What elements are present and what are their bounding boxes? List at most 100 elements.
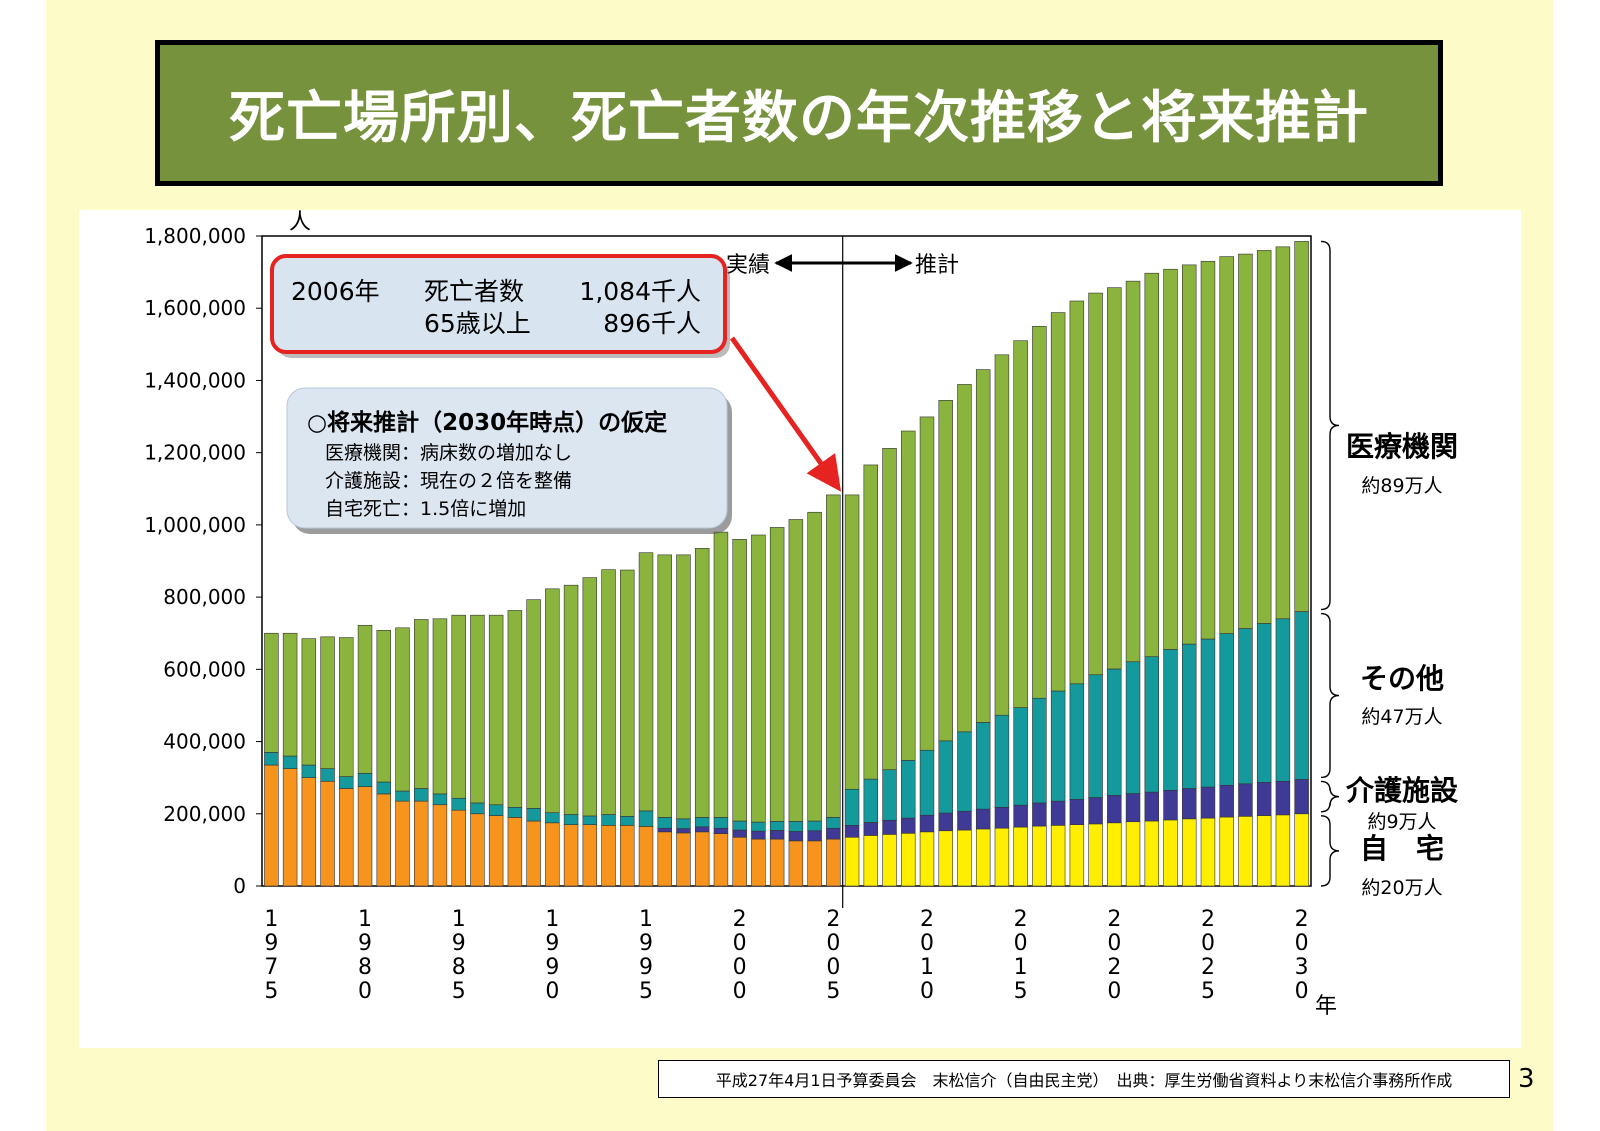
x-tick-digit: 5 bbox=[264, 979, 278, 1004]
bar-segment-2029-2 bbox=[1275, 618, 1291, 782]
bar-segment-1986-2 bbox=[470, 802, 485, 815]
bar-segment-2017-0 bbox=[1050, 825, 1066, 887]
x-tick-digit: 0 bbox=[1014, 931, 1028, 956]
bar-segment-2028-2 bbox=[1256, 623, 1272, 783]
bar-segment-2012-0 bbox=[957, 829, 972, 887]
bar-segment-2004-3 bbox=[807, 511, 822, 822]
bar-segment-1987-2 bbox=[488, 804, 504, 816]
bar-segment-1983-3 bbox=[413, 619, 429, 789]
assumption-line: 介護施設：現在の２倍を整備 bbox=[325, 470, 572, 492]
bar-segment-1999-1 bbox=[713, 827, 729, 834]
x-tick-digit: 2 bbox=[1295, 907, 1309, 932]
assumption-title: ○将来推計（2030年時点）の仮定 bbox=[307, 409, 667, 436]
bar-segment-1984-3 bbox=[432, 618, 448, 795]
x-tick-digit: 9 bbox=[639, 955, 653, 980]
callout-elderly-value: 896千人 bbox=[603, 309, 701, 338]
bar-segment-2023-2 bbox=[1163, 649, 1178, 791]
bar-segment-1987-3 bbox=[488, 614, 504, 806]
bar-segment-2011-0 bbox=[938, 830, 953, 887]
x-tick-digit: 5 bbox=[1014, 979, 1028, 1004]
bar-segment-1992-0 bbox=[582, 824, 598, 887]
bar-segment-2028-0 bbox=[1256, 815, 1272, 887]
bar-segment-2005-1 bbox=[826, 827, 841, 840]
bar-segment-1986-0 bbox=[470, 813, 485, 887]
bar-segment-2010-3 bbox=[919, 416, 935, 751]
bar-segment-2001-0 bbox=[751, 838, 766, 887]
bar-segment-2029-1 bbox=[1275, 780, 1291, 816]
callout-year: 2006年 bbox=[291, 277, 380, 306]
x-tick-digit: 2 bbox=[1107, 955, 1121, 980]
bar-segment-2021-0 bbox=[1125, 821, 1141, 887]
bar-segment-2003-1 bbox=[788, 831, 804, 842]
bar-segment-2004-1 bbox=[807, 830, 822, 842]
brace-other bbox=[1320, 612, 1340, 779]
bar-segment-1979-3 bbox=[339, 637, 354, 777]
bar-segment-2012-3 bbox=[957, 384, 972, 733]
x-tick-digit: 0 bbox=[733, 979, 747, 1004]
bar-segment-2008-2 bbox=[882, 769, 897, 821]
callout-elderly-label: 65歳以上 bbox=[424, 309, 531, 338]
bar-segment-2023-1 bbox=[1163, 790, 1178, 821]
bar-segment-2024-0 bbox=[1182, 818, 1197, 887]
x-tick-digit: 9 bbox=[452, 931, 466, 956]
x-tick-digit: 0 bbox=[920, 979, 934, 1004]
bar-segment-2010-1 bbox=[919, 814, 935, 833]
bar-segment-2007-1 bbox=[863, 822, 879, 836]
bracket-label-3: 自 宅 bbox=[1360, 832, 1444, 865]
bar-segment-2027-0 bbox=[1238, 816, 1253, 887]
bar-segment-2022-0 bbox=[1144, 820, 1160, 887]
y-tick-label: 200,000 bbox=[163, 802, 246, 826]
bar-segment-1975-0 bbox=[264, 764, 279, 887]
bar-segment-2017-2 bbox=[1050, 690, 1066, 802]
x-tick-digit: 5 bbox=[1201, 979, 1215, 1004]
x-tick-digit: 1 bbox=[639, 907, 653, 932]
bar-segment-1997-2 bbox=[676, 818, 691, 829]
bar-segment-1998-2 bbox=[694, 817, 710, 828]
x-tick-digit: 5 bbox=[826, 979, 840, 1004]
bar-segment-2020-0 bbox=[1107, 822, 1122, 887]
x-tick-digit: 8 bbox=[358, 955, 372, 980]
assumption-background bbox=[286, 387, 728, 529]
bar-segment-2005-3 bbox=[826, 494, 841, 818]
bar-segment-1989-2 bbox=[526, 808, 541, 822]
bar-segment-1980-0 bbox=[357, 786, 373, 887]
bar-segment-2020-2 bbox=[1107, 668, 1122, 796]
bar-segment-2026-0 bbox=[1219, 816, 1234, 887]
projection-period-label: 推計 bbox=[915, 253, 959, 278]
bar-segment-1990-0 bbox=[545, 822, 560, 887]
bar-segment-1984-0 bbox=[432, 804, 448, 887]
bar-segment-2002-2 bbox=[769, 821, 785, 831]
slide-title: 死亡場所別、死亡者数の年次推移と将来推計 bbox=[229, 85, 1369, 151]
bar-segment-2002-0 bbox=[769, 838, 785, 887]
bar-segment-1996-2 bbox=[657, 817, 672, 829]
bar-segment-2005-0 bbox=[826, 838, 841, 887]
x-tick-digit: 0 bbox=[733, 955, 747, 980]
bar-segment-1999-2 bbox=[713, 817, 729, 829]
bar-segment-2024-2 bbox=[1182, 643, 1197, 789]
bar-segment-2007-0 bbox=[863, 835, 879, 887]
bar-segment-1985-3 bbox=[451, 614, 466, 799]
x-tick-digit: 0 bbox=[826, 955, 840, 980]
bracket-label-1: その他 bbox=[1360, 662, 1444, 695]
bar-segment-1998-1 bbox=[694, 826, 710, 833]
y-tick-label: 0 bbox=[233, 874, 246, 898]
bar-segment-2021-2 bbox=[1125, 661, 1141, 794]
bar-segment-2018-3 bbox=[1069, 300, 1085, 685]
x-tick-digit: 1 bbox=[358, 907, 372, 932]
bar-segment-2019-3 bbox=[1088, 292, 1103, 676]
bar-segment-2011-2 bbox=[938, 740, 953, 814]
bar-segment-2025-1 bbox=[1200, 786, 1216, 819]
callout-2006: 2006年 死亡者数 1,084千人 65歳以上 896千人 bbox=[270, 254, 730, 358]
bracket-note-3: 約20万人 bbox=[1361, 877, 1442, 899]
bar-segment-2027-3 bbox=[1238, 253, 1253, 629]
brace-medical bbox=[1320, 240, 1340, 611]
bar-segment-1994-2 bbox=[620, 816, 635, 826]
x-tick-digit: 5 bbox=[452, 979, 466, 1004]
bar-segment-2002-1 bbox=[769, 830, 785, 840]
bar-segment-2019-2 bbox=[1088, 674, 1103, 798]
bar-segment-2016-3 bbox=[1032, 325, 1047, 699]
